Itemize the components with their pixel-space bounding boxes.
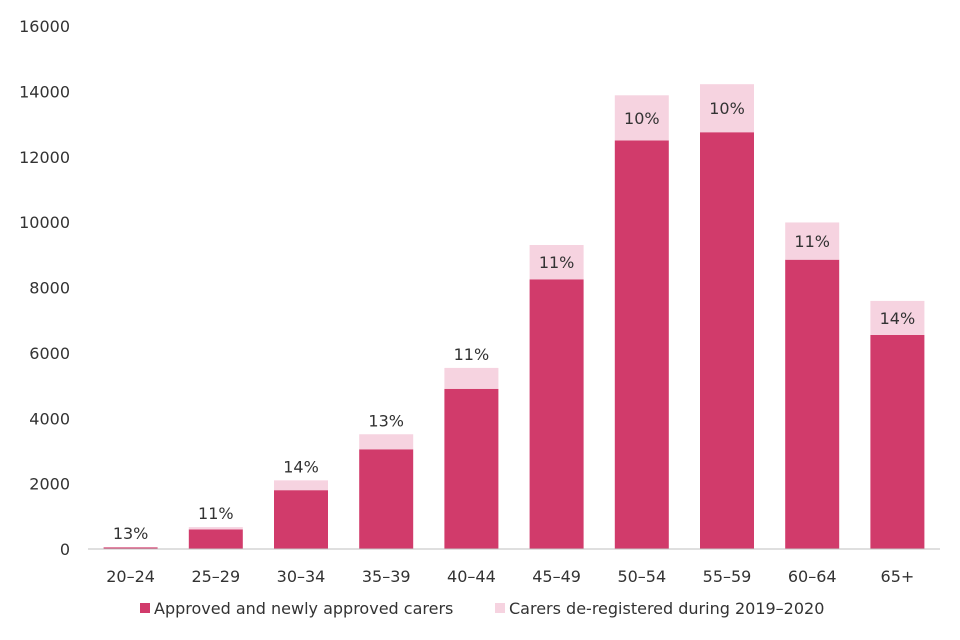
data-label: 13% (368, 411, 404, 430)
bar-approved (188, 529, 243, 549)
bar-deregistered (444, 367, 499, 389)
data-labels: 13% 11% 14% 13% 11% 11% 10% 10% 11% 14% (113, 99, 915, 543)
bar-approved (700, 132, 754, 549)
x-tick-label: 55–59 (703, 567, 752, 586)
x-tick-label: 25–29 (191, 567, 240, 586)
y-tick-label: 14000 (19, 82, 70, 101)
bar-deregistered (700, 84, 754, 133)
data-label: 11% (539, 253, 575, 272)
y-tick-label: 16000 (19, 17, 70, 36)
x-tick-label: 65+ (881, 567, 915, 586)
x-axis: 20–24 25–29 30–34 35–39 40–44 45–49 50–54 55–59… (88, 548, 940, 586)
bar-approved (529, 279, 584, 549)
bar-deregistered (359, 434, 414, 450)
x-tick-label: 60–64 (788, 567, 837, 586)
x-tick-label: 20–24 (106, 567, 155, 586)
bar-approved (870, 334, 925, 549)
legend-label-approved: Approved and newly approved carers (154, 599, 453, 618)
bar-deregistered (188, 527, 243, 530)
x-tick-label: 30–34 (277, 567, 326, 586)
data-label: 11% (198, 504, 234, 523)
bars (103, 84, 925, 549)
y-tick-label: 8000 (29, 279, 70, 298)
bar-deregistered (529, 245, 584, 280)
bar-approved (785, 259, 840, 549)
y-tick-label: 6000 (29, 344, 70, 363)
y-tick-label: 4000 (29, 409, 70, 428)
data-label: 10% (624, 109, 660, 128)
bar-deregistered (614, 95, 669, 141)
legend: Approved and newly approved carers Carer… (140, 599, 824, 618)
bar-approved (359, 449, 414, 549)
bar-deregistered (785, 222, 840, 260)
y-tick-label: 10000 (19, 213, 70, 232)
y-axis: 0 2000 4000 6000 8000 10000 12000 14000 16000 (19, 17, 70, 559)
bar-deregistered (870, 300, 925, 335)
data-label: 11% (794, 232, 830, 251)
data-label: 10% (709, 99, 745, 118)
x-tick-label: 40–44 (447, 567, 496, 586)
legend-swatch-deregistered (495, 603, 505, 613)
legend-swatch-approved (140, 603, 150, 613)
data-label: 13% (113, 524, 149, 543)
y-tick-label: 12000 (19, 148, 70, 167)
bar-approved (103, 547, 158, 549)
data-label: 11% (454, 345, 490, 364)
bar-deregistered (274, 480, 328, 491)
bar-approved (614, 140, 669, 549)
bar-approved (444, 388, 499, 549)
x-tick-label: 35–39 (362, 567, 411, 586)
x-tick-label: 50–54 (617, 567, 666, 586)
bar-approved (274, 490, 328, 549)
data-label: 14% (880, 309, 916, 328)
y-tick-label: 2000 (29, 475, 70, 494)
legend-label-deregistered: Carers de-registered during 2019–2020 (509, 599, 824, 618)
x-tick-label: 45–49 (532, 567, 581, 586)
y-tick-label: 0 (60, 540, 70, 559)
data-label: 14% (283, 457, 319, 476)
